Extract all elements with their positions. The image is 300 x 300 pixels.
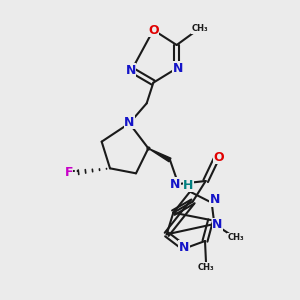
Text: O: O	[214, 151, 224, 164]
Text: N: N	[172, 62, 183, 75]
Text: O: O	[148, 23, 159, 37]
Text: N: N	[209, 193, 220, 206]
Text: ··: ··	[72, 167, 80, 177]
Text: N: N	[124, 116, 134, 129]
Text: H: H	[183, 179, 194, 192]
Text: CH₃: CH₃	[228, 233, 244, 242]
Text: N: N	[179, 241, 189, 254]
Text: N: N	[170, 178, 181, 190]
Text: CH₃: CH₃	[192, 24, 208, 33]
Text: N: N	[125, 64, 136, 76]
Text: N: N	[212, 218, 223, 232]
Polygon shape	[148, 148, 171, 162]
Text: CH₃: CH₃	[198, 263, 214, 272]
Text: F: F	[65, 166, 73, 179]
